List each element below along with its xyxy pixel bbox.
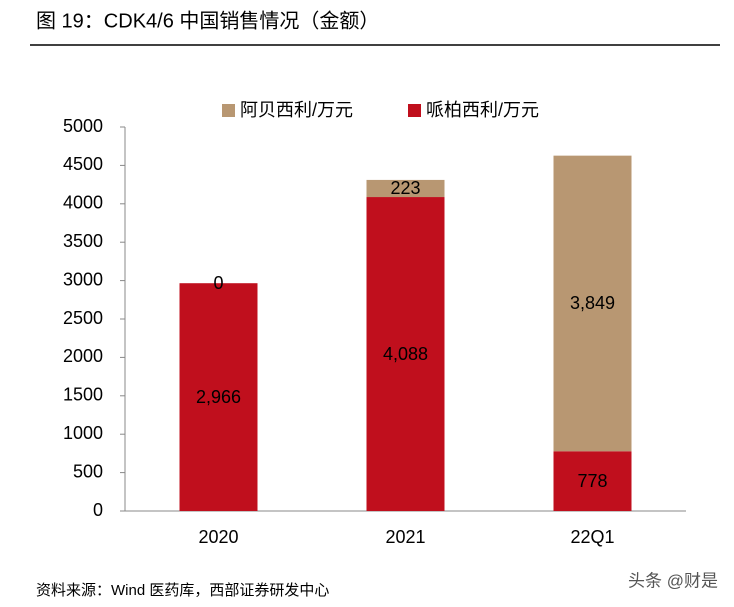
- y-tick-label: 4000: [63, 193, 103, 213]
- data-label: 0: [213, 273, 223, 293]
- y-tick-label: 2500: [63, 308, 103, 328]
- y-tick-label: 1500: [63, 385, 103, 405]
- legend-swatch: [408, 104, 421, 117]
- x-tick-label: 22Q1: [570, 527, 614, 547]
- y-tick-label: 0: [93, 500, 103, 520]
- bar-segment: [366, 197, 445, 511]
- data-label: 223: [390, 178, 420, 198]
- source-note: 资料来源：Wind 医药库，西部证券研发中心: [36, 582, 329, 599]
- data-label: 2,966: [196, 387, 241, 407]
- legend-label: 哌柏西利/万元: [426, 100, 539, 120]
- data-label: 3,849: [570, 293, 615, 313]
- y-tick-label: 3500: [63, 231, 103, 251]
- bar-segment: [366, 179, 445, 198]
- chart-title: 图 19：CDK4/6 中国销售情况（金额）: [36, 9, 379, 32]
- y-tick-label: 3000: [63, 269, 103, 289]
- x-tick-label: 2021: [385, 527, 425, 547]
- y-tick-label: 4500: [63, 154, 103, 174]
- data-label: 4,088: [383, 344, 428, 364]
- bar-segment: [553, 155, 632, 452]
- x-tick-label: 2020: [198, 527, 238, 547]
- y-tick-label: 5000: [63, 116, 103, 136]
- y-tick-label: 2000: [63, 346, 103, 366]
- data-label: 778: [577, 471, 607, 491]
- watermark: 头条 @财是: [628, 571, 718, 590]
- bar-segment: [179, 283, 258, 511]
- y-tick-label: 1000: [63, 423, 103, 443]
- legend-swatch: [222, 104, 235, 117]
- y-tick-label: 500: [73, 461, 103, 481]
- legend-label: 阿贝西利/万元: [240, 100, 353, 120]
- bar-segment: [553, 451, 632, 511]
